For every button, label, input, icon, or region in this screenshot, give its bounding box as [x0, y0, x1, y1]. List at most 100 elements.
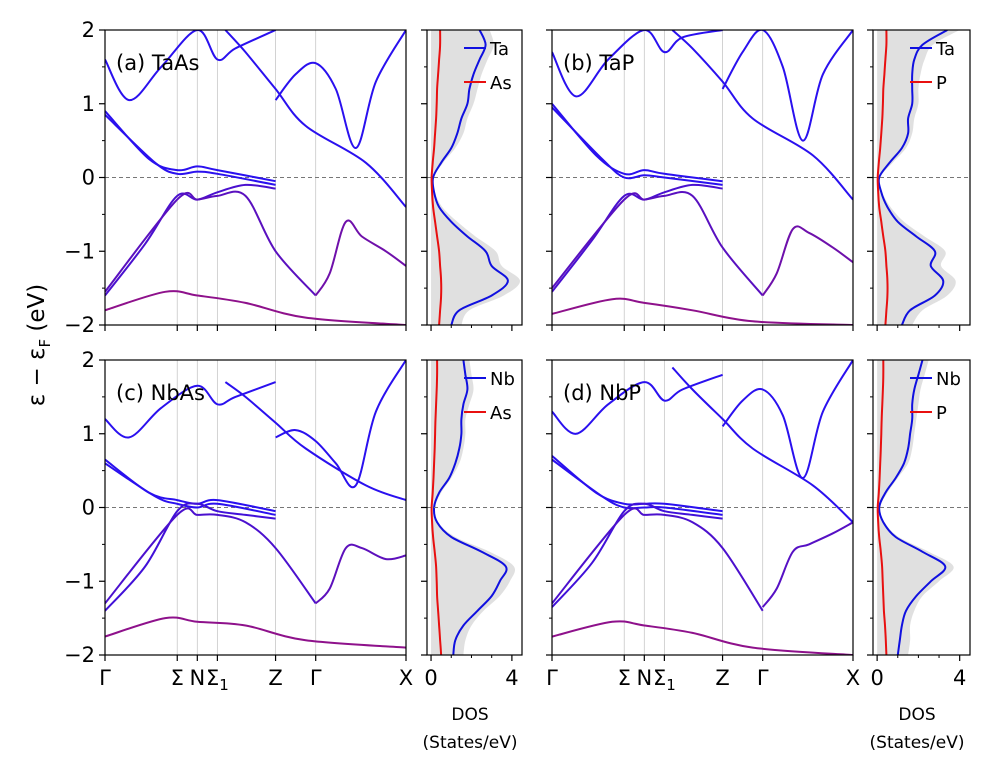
band-line — [105, 30, 277, 102]
band-line — [552, 106, 723, 186]
band-line — [105, 507, 317, 605]
band-line — [721, 30, 853, 142]
band-line — [105, 462, 276, 516]
dos-total-fill — [877, 30, 960, 325]
dos-line-ta — [877, 30, 948, 325]
band-line — [105, 190, 317, 297]
band-line — [274, 30, 406, 150]
band-panel-1: −2 −1 0 1 2 (a) TaAs — [64, 18, 407, 337]
band-line — [552, 30, 723, 98]
y-axis-label: ε − εF (eV) — [24, 284, 54, 407]
band-line — [552, 297, 853, 325]
kpoint-label: N — [189, 666, 205, 690]
y-tick-label: 1 — [82, 422, 95, 446]
band-line — [105, 616, 406, 649]
y-tick-label: −1 — [64, 239, 95, 263]
legend-label-as: As — [490, 73, 512, 94]
bands — [552, 360, 853, 655]
y-axis-label-unit: (eV) — [24, 284, 50, 332]
dos-total-fill — [431, 30, 521, 325]
band-panel-3: −2 −1 0 1 2 Γ Σ N Σ1 Z Γ X (c) NbAs — [64, 348, 413, 694]
band-line — [671, 30, 853, 201]
band-line — [224, 381, 406, 502]
band-line — [552, 103, 723, 183]
y-tick-label: 2 — [82, 348, 95, 372]
panel-label: (b) TaP — [563, 51, 634, 75]
bands — [552, 30, 853, 325]
dos-xlabel-right-line1: DOS — [898, 705, 935, 725]
legend-label-ta: Ta — [935, 39, 955, 60]
y-tick-label: −2 — [64, 643, 95, 667]
band-line — [552, 507, 764, 612]
kpoint-label: Σ — [618, 666, 631, 690]
kpoint-label: X — [399, 666, 413, 690]
legend-label-nb: Nb — [490, 369, 515, 390]
band-line — [721, 360, 853, 480]
kpoint-label: X — [846, 666, 860, 690]
band-line — [224, 30, 406, 208]
dos-xlabel-left-line1: DOS — [451, 705, 488, 725]
band-line — [105, 110, 276, 183]
kpoint-label: N — [636, 666, 652, 690]
bands — [105, 30, 406, 325]
y-tick-label: −2 — [64, 313, 95, 337]
dos-line-as — [430, 30, 443, 325]
dos-total-fill — [877, 360, 954, 655]
band-panel-4: Γ Σ N Σ1 Z Γ X (d) NbP — [546, 359, 860, 694]
band-line — [105, 114, 276, 186]
dos-legend: Ta P — [910, 39, 955, 94]
legend-label-as: As — [490, 403, 512, 424]
dos-panel-2: Ta P — [867, 29, 971, 331]
legend-label-p: P — [936, 403, 947, 424]
dos-legend: Ta As — [464, 39, 512, 94]
band-line — [671, 366, 853, 524]
y-tick-label: 0 — [82, 496, 95, 520]
y-axis-label-main: ε − ε — [24, 348, 50, 407]
dos-line-as — [430, 360, 443, 655]
band-line — [552, 620, 853, 655]
dos-xlabel-left-line2: (States/eV) — [423, 733, 518, 753]
band-line — [105, 290, 406, 325]
band-line — [552, 502, 723, 608]
panel-label: (a) TaAs — [116, 51, 199, 75]
band-line — [105, 502, 276, 612]
band-line — [314, 219, 406, 297]
bands — [105, 360, 406, 649]
dos-xlabel-right-line2: (States/eV) — [870, 733, 965, 753]
legend-label-nb: Nb — [936, 369, 961, 390]
y-tick-label: −1 — [64, 569, 95, 593]
dos-curves — [876, 360, 954, 655]
band-line — [105, 381, 276, 439]
kpoint-label: Σ — [171, 666, 184, 690]
dos-x-tick-label: 4 — [953, 666, 966, 690]
kpoint-label: Γ — [757, 666, 769, 690]
band-line — [761, 225, 853, 297]
kpoint-label: Γ — [546, 666, 558, 690]
kpoint-label: Σ1 — [653, 666, 676, 694]
dos-panel-4: 0 4 Nb P — [867, 359, 971, 690]
y-tick-label: 2 — [82, 18, 95, 42]
dos-x-tick-label: 0 — [424, 666, 437, 690]
kpoint-label: Γ — [99, 666, 111, 690]
legend-label-p: P — [936, 73, 947, 94]
kpoint-label: Γ — [310, 666, 322, 690]
dos-panel-1: Ta As — [421, 29, 523, 331]
dos-legend: Nb As — [464, 369, 515, 424]
dos-line-p — [876, 360, 888, 655]
dos-x-tick-label: 0 — [870, 666, 883, 690]
kpoint-label: Σ1 — [206, 666, 229, 694]
dos-line-ta — [431, 30, 509, 325]
dos-line-p — [876, 30, 889, 325]
band-line — [314, 543, 406, 605]
band-line — [552, 373, 723, 435]
kpoint-label: Z — [268, 666, 282, 690]
dos-line-nb — [878, 360, 947, 655]
legend-label-ta: Ta — [489, 39, 509, 60]
dos-curves — [876, 30, 960, 325]
y-tick-label: 1 — [82, 92, 95, 116]
panel-label: (c) NbAs — [116, 381, 205, 405]
band-panel-2: (b) TaP — [546, 29, 854, 331]
kpoint-label: Z — [715, 666, 729, 690]
band-line — [275, 360, 406, 489]
dos-x-tick-label: 4 — [505, 666, 518, 690]
